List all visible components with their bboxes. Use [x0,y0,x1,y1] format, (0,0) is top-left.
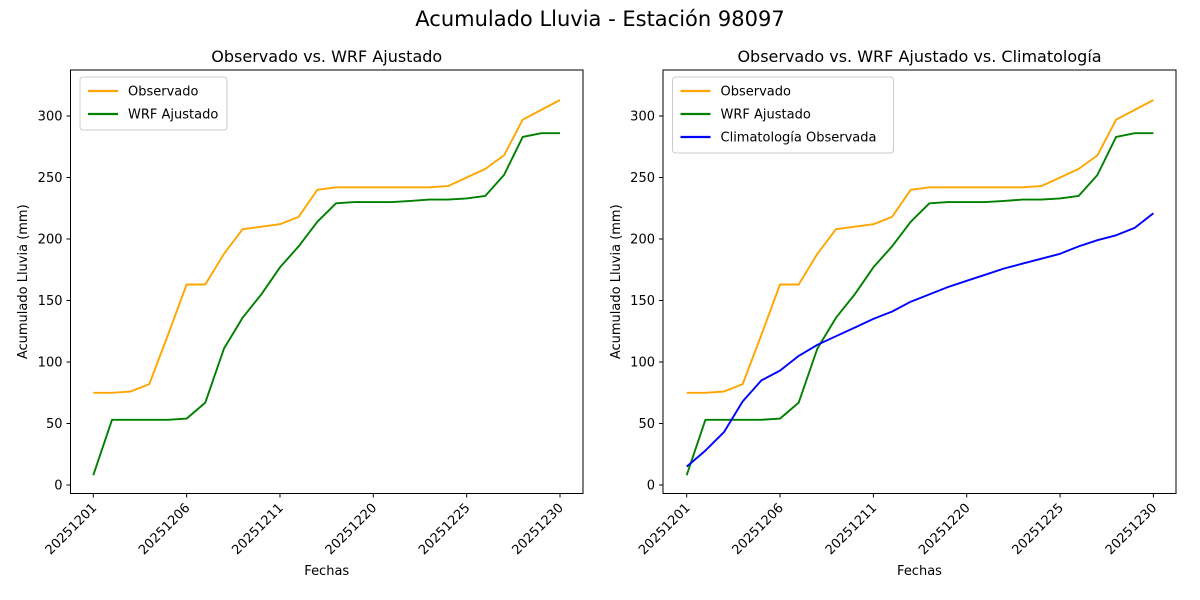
left-plot-title: Observado vs. WRF Ajustado [211,47,442,66]
right-x-tick-label: 20251201 [636,501,693,558]
right-legend-label: WRF Ajustado [721,108,811,123]
figure-title: Acumulado Lluvia - Estación 98097 [415,7,785,31]
left-x-axis-label: Fechas [304,564,349,579]
right-plot-title: Observado vs. WRF Ajustado vs. Climatolo… [737,47,1101,66]
right-x-tick-label: 20251206 [729,501,786,558]
left-y-tick-label: 200 [38,233,63,248]
left-y-tick-label: 250 [38,171,63,186]
left-x-tick-label: 20251211 [229,501,286,558]
left-y-axis-label: Acumulado Lluvia (mm) [16,204,31,359]
right-y-tick-label: 200 [630,233,655,248]
left-plot-border [70,69,584,494]
left-legend-label: WRF Ajustado [128,108,218,123]
left-y-tick-label: 0 [54,479,62,494]
right-x-tick-label: 20251220 [916,501,973,558]
left-x-tick-label: 20251230 [509,501,566,558]
right-legend-box [672,76,894,154]
left-y-tick-label: 150 [38,294,63,309]
right-x-tick-label: 20251211 [823,501,880,558]
right-legend-label: Climatología Observada [721,131,877,146]
right-line-wrf-ajustado [685,132,1154,476]
right-x-tick-label: 20251230 [1103,501,1160,558]
right-y-tick-label: 100 [630,356,655,371]
left-x-tick-label: 20251220 [323,501,380,558]
left-line-wrf-ajustado [92,132,560,476]
left-legend-label: Observado [128,85,199,100]
left-line-observado [93,99,561,394]
left-y-tick-label: 300 [38,110,63,125]
left-x-tick-label: 20251206 [136,501,193,558]
right-x-tick-label: 20251225 [1009,501,1066,558]
right-x-axis-label: Fechas [897,564,942,579]
right-y-tick-label: 0 [647,479,655,494]
left-x-tick-label: 20251201 [43,501,100,558]
right-legend-label: Observado [721,85,792,100]
right-line-climatolog-a-observada [686,212,1154,468]
right-line-observado [686,99,1154,394]
right-y-axis-label: Acumulado Lluvia (mm) [609,204,624,359]
left-y-tick-label: 100 [38,356,63,371]
right-y-tick-label: 150 [630,294,655,309]
right-y-tick-label: 300 [630,110,655,125]
left-y-tick-label: 50 [46,417,63,432]
right-y-tick-label: 250 [630,171,655,186]
right-y-tick-label: 50 [638,417,655,432]
left-x-tick-label: 20251225 [416,501,473,558]
